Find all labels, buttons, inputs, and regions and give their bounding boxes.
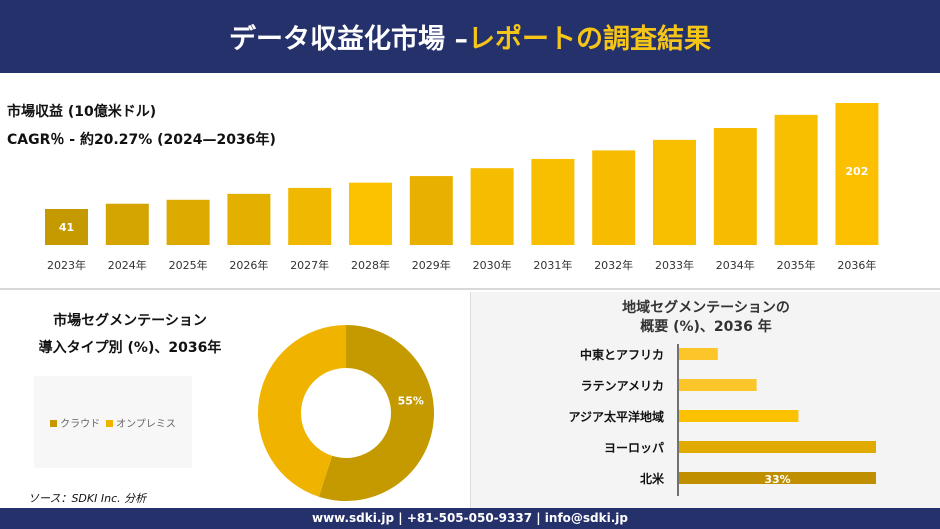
segment-title-2: 導入タイプ別 (%)、2036年 xyxy=(38,340,222,356)
revenue-bar xyxy=(470,168,514,245)
x-tick-label: 2024年 xyxy=(108,258,147,272)
donut-slice xyxy=(258,325,346,497)
donut-legend: クラウド オンプレミス xyxy=(34,376,192,468)
region-bar xyxy=(679,379,757,391)
x-tick-label: 2036年 xyxy=(837,258,876,272)
legend-item-onprem: オンプレミス xyxy=(106,415,176,430)
revenue-bar xyxy=(105,203,149,245)
revenue-bar xyxy=(653,139,696,245)
x-tick-label: 2034年 xyxy=(716,258,755,272)
x-tick-label: 2031年 xyxy=(533,258,572,272)
revenue-title: 市場収益 (10億米ドル) xyxy=(7,104,157,120)
deployment-segment-panel: 市場セグメンテーション 導入タイプ別 (%)、2036年 クラウド オンプレミス… xyxy=(0,292,470,508)
x-tick-label: 2027年 xyxy=(290,258,329,272)
x-tick-label: 2026年 xyxy=(229,258,268,272)
report-header: データ収益化市場 – レポートの調査結果 xyxy=(0,0,940,73)
x-tick-label: 2028年 xyxy=(351,258,390,272)
x-tick-label: 2029年 xyxy=(412,258,451,272)
title-main: データ収益化市場 – xyxy=(229,24,468,55)
legend-item-cloud: クラウド xyxy=(50,415,100,430)
region-bar xyxy=(679,348,718,360)
revenue-bar xyxy=(531,158,575,245)
revenue-bar-chart: 41 2023年 2024年 2025年 2026年 2027年 2028年 2029年 203… xyxy=(45,102,879,272)
bar-data-label: 41 xyxy=(59,221,74,234)
x-tick-label: 2023年 xyxy=(47,258,86,272)
category-label: アジア太平洋地域 xyxy=(568,409,664,424)
donut-slice xyxy=(318,325,434,501)
legend-swatch xyxy=(50,419,58,427)
revenue-bar xyxy=(835,102,879,245)
x-tick-label: 2035年 xyxy=(777,258,816,272)
region-title-1: 地域セグメンテーションの xyxy=(622,300,790,316)
cagr-text: CAGR％ - 約20.27% (2024—2036年) xyxy=(7,132,276,148)
category-label: ヨーロッパ xyxy=(604,441,664,455)
deployment-donut-chart: 55% xyxy=(258,325,434,501)
region-bar xyxy=(679,410,799,422)
x-tick-label: 2033年 xyxy=(655,258,694,272)
category-label: 北米 xyxy=(640,471,665,486)
revenue-bar xyxy=(713,128,757,245)
x-tick-label: 2030年 xyxy=(473,258,512,272)
revenue-bar xyxy=(409,176,453,245)
revenue-panel: 市場収益 (10億米ドル) CAGR％ - 約20.27% (2024—2036… xyxy=(0,73,940,290)
category-label: 中東とアフリカ xyxy=(580,347,664,362)
slice-data-label: 55% xyxy=(398,394,424,407)
region-segment-panel: 地域セグメンテーションの 概要 (%)、2036 年 中東とアフリカ ラテンアメリ… xyxy=(470,292,940,508)
x-tick-label: 2032年 xyxy=(594,258,633,272)
x-tick-label: 2025年 xyxy=(169,258,208,272)
revenue-bar xyxy=(288,187,332,245)
bar-data-label: 33% xyxy=(764,473,790,486)
revenue-bar xyxy=(227,193,271,245)
footer-contact: www.sdki.jp | +81-505-050-9337 | info@sd… xyxy=(0,508,940,529)
segment-title-1: 市場セグメンテーション xyxy=(53,313,207,329)
region-bar xyxy=(679,472,876,484)
legend-swatch xyxy=(106,419,114,427)
title-highlight: レポートの調査結果 xyxy=(467,24,711,55)
region-bar xyxy=(679,441,876,453)
source-note: ソース：SDKI Inc. 分析 xyxy=(28,492,147,505)
revenue-bar xyxy=(349,182,392,245)
region-title-2: 概要 (%)、2036 年 xyxy=(640,319,772,335)
revenue-bar xyxy=(592,150,636,245)
category-label: ラテンアメリカ xyxy=(581,379,664,393)
bar-data-label: 202 xyxy=(845,165,868,178)
revenue-bar xyxy=(166,199,210,245)
revenue-bar xyxy=(774,114,818,245)
revenue-bar xyxy=(45,208,88,245)
